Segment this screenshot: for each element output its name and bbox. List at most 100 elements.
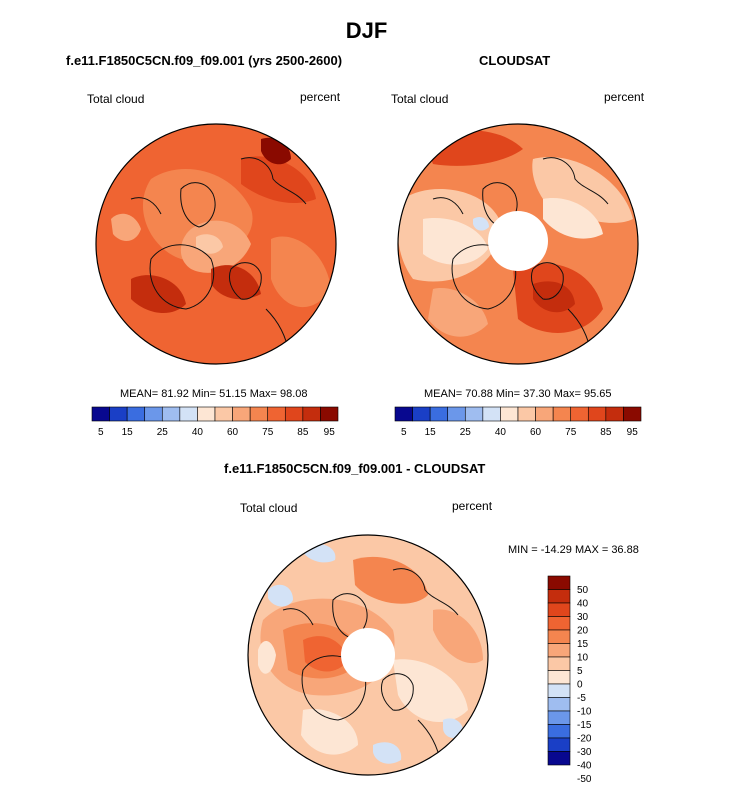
- panel3-contour-region: [268, 584, 293, 607]
- panel3-colorbar-tick-label: -30: [577, 747, 592, 758]
- panel1-min-value: 51.15: [219, 388, 247, 400]
- panel3-colorbar-tick-label: 15: [577, 639, 589, 650]
- panel3-colorbar-tick-label: 10: [577, 653, 589, 664]
- panel2-colorbar-color-box: [429, 406, 449, 422]
- panel2-colorbar-tick-label: 5: [401, 427, 407, 438]
- panel3-field: [248, 535, 488, 775]
- panel2-colorbar-tick-label: 75: [565, 427, 577, 438]
- panel2-contour-region: [473, 216, 489, 231]
- panel1-colorbar-tick-label: 85: [297, 427, 309, 438]
- panel1-mean-label: MEAN=: [120, 388, 159, 400]
- panel3-coastline: [301, 655, 367, 721]
- panel1-title: f.e11.F1850C5CN.f09_f09.001 (yrs 2500-26…: [66, 53, 343, 68]
- panel1-colorbar-tick-label: 40: [192, 427, 204, 438]
- panel1-colorbar-color-box: [232, 406, 251, 422]
- panel3-colorbar-tick-label: 0: [577, 680, 583, 691]
- panel3-contour-region: [373, 742, 402, 764]
- panel1-map-border: [95, 123, 337, 365]
- panel2-mean-label: MEAN=: [424, 388, 463, 400]
- panel2-colorbar-color-box: [587, 406, 607, 422]
- panel3-colorbar-tick-label: -5: [577, 693, 586, 704]
- panel1-colorbar-color-box: [267, 406, 286, 422]
- panel2-coastline: [530, 262, 564, 300]
- panel2-colorbar-color-box: [412, 406, 431, 422]
- panel3-left-label: Total cloud: [240, 501, 298, 515]
- panel1-colorbar-color-box: [302, 406, 321, 422]
- panel1-colorbar-color-box: [249, 406, 269, 422]
- panel2-colorbar-color-box: [464, 406, 484, 422]
- panel1-contour-region: [111, 213, 141, 241]
- panel3-contour-region: [258, 640, 276, 674]
- panel3-map-border: [247, 534, 489, 776]
- panel1-max-value: 98.08: [279, 388, 308, 400]
- panel3-colorbar-tick-label: -15: [577, 720, 592, 731]
- panel2-colorbar-color-box: [517, 406, 536, 422]
- panel1-colorbar-color-box: [320, 406, 339, 422]
- panel3-contour-region: [433, 609, 483, 664]
- panel1-colorbar-tick-label: 75: [262, 427, 274, 438]
- panel1-colorbar-tick-label: 5: [98, 427, 104, 438]
- panel3-colorbar-color-box: [547, 683, 571, 698]
- panel2-colorbar-color-box: [500, 406, 519, 422]
- panel1-colorbar-tick-label: 60: [227, 427, 239, 438]
- panel2-max-value: 95.65: [583, 388, 612, 400]
- panel2-contour-region: [543, 198, 603, 239]
- panel3-colorbar-tick-label: 40: [577, 599, 589, 610]
- panel3-coastline: [332, 593, 368, 639]
- panel2-colorbar-tick-label: 25: [460, 427, 472, 438]
- panel3-polar-map: [247, 534, 489, 776]
- panel2-colorbar-color-box: [535, 406, 554, 422]
- panel1-colorbar-tick-label: 25: [157, 427, 169, 438]
- panel2-contour-region: [423, 218, 488, 265]
- panel3-colorbar-color-box: [547, 575, 571, 590]
- panel3-colorbar-tick-label: 50: [577, 585, 589, 596]
- panel3-contour-region: [353, 556, 428, 604]
- panel1-colorbar-tick-label: 15: [122, 427, 134, 438]
- panel3-missing-data-hole: [341, 628, 395, 682]
- panel3-coastline: [392, 568, 459, 616]
- panel3-colorbar-color-box: [547, 629, 571, 644]
- panel2-min-value: 37.30: [523, 388, 551, 400]
- panel1-colorbar-tick-label: 95: [324, 427, 336, 438]
- panel1-colorbar-color-box: [284, 406, 304, 422]
- panel3-colorbar-color-box: [547, 589, 571, 604]
- panel2-colorbar-tick-label: 40: [495, 427, 507, 438]
- panel1-right-label: percent: [300, 90, 341, 104]
- panel2-colorbar-color-box: [605, 406, 624, 422]
- panel3-colorbar-tick-label: 20: [577, 626, 589, 637]
- panel2-missing-data-hole: [488, 211, 548, 271]
- panel1-coastline: [228, 262, 262, 300]
- panel3-title: f.e11.F1850C5CN.f09_f09.001 - CLOUDSAT: [224, 461, 486, 476]
- panel1-colorbar-color-box: [197, 406, 216, 422]
- panel2-colorbar-color-box: [623, 406, 642, 422]
- panel3-right-label: percent: [452, 499, 493, 513]
- panel3-colorbar-tick-label: -10: [577, 707, 592, 718]
- panel3-colorbar-color-box: [547, 724, 571, 739]
- panel1-contour-region: [196, 234, 223, 254]
- panel1-max-label: Max=: [249, 388, 277, 400]
- panel1-contour-region: [241, 156, 316, 204]
- panel3-contour-region: [393, 659, 468, 722]
- panel2-map-border: [397, 123, 639, 365]
- panel1-mean-value: 81.92: [161, 388, 189, 400]
- panel2-right-label: percent: [604, 90, 645, 104]
- panel1-stats: MEAN= 81.92 Min= 51.15 Max= 98.08: [120, 388, 308, 400]
- panel3-colorbar-tick-label: 5: [577, 666, 583, 677]
- panel3-contour-region: [301, 709, 358, 755]
- panel2-field: [398, 124, 638, 364]
- panel1-colorbar: 5 15 25 40 60 75 85 95: [91, 406, 339, 438]
- panel1-contour-region: [211, 265, 261, 300]
- panel3-colorbar-tick-label: -50: [577, 774, 592, 785]
- panel3-colorbar-color-box: [547, 616, 571, 631]
- panel1-colorbar-color-box: [126, 406, 146, 422]
- panel1-colorbar-color-box: [109, 406, 128, 422]
- panel3-colorbar-color-box: [547, 602, 571, 617]
- panel3-contour-region: [303, 636, 348, 672]
- panel2-title: CLOUDSAT: [479, 53, 551, 68]
- panel3-colorbar-color-box: [547, 710, 571, 725]
- panel3-colorbar-color-box: [547, 697, 571, 712]
- panel2-left-label: Total cloud: [391, 92, 449, 106]
- panel3-colorbar-color-box: [547, 751, 571, 766]
- panel1-colorbar-color-box: [214, 406, 233, 422]
